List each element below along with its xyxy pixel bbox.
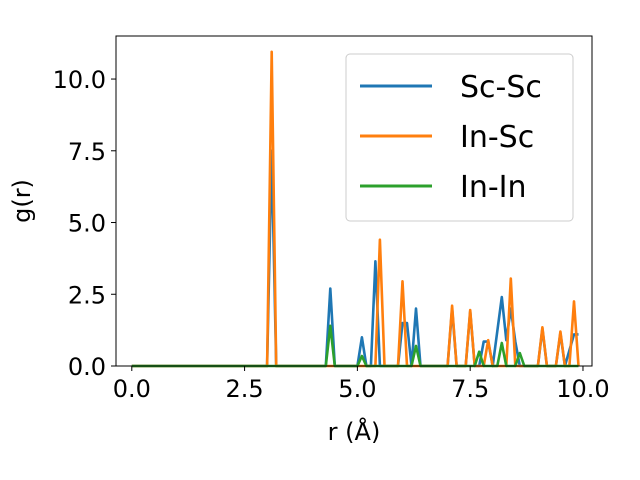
- x-tick-label: 7.5: [451, 375, 489, 403]
- x-tick-label: 2.5: [226, 375, 264, 403]
- y-tick-label: 7.5: [68, 138, 106, 166]
- legend: Sc-Sc In-Sc In-In: [345, 53, 574, 222]
- x-tick-label: 10.0: [556, 375, 609, 403]
- plot-frame: [115, 35, 593, 367]
- legend-label-in-in: In-In: [460, 170, 527, 205]
- x-tick-label: 5.0: [338, 375, 376, 403]
- y-tick-label: 2.5: [68, 281, 106, 309]
- axes-layer: [115, 35, 593, 367]
- legend-box: [345, 53, 574, 222]
- y-tick-label: 5.0: [68, 210, 106, 238]
- y-axis-ticks: 0.0 2.5 5.0 7.5 10.0: [53, 66, 116, 381]
- x-tick-label: 0.0: [113, 375, 151, 403]
- legend-label-in-sc: In-Sc: [460, 120, 534, 155]
- x-axis-label: r (Å): [328, 417, 381, 446]
- y-axis-label: g(r): [8, 179, 36, 223]
- x-axis-ticks: 0.0 2.5 5.0 7.5 10.0: [113, 366, 610, 403]
- series-line-in-in: [131, 324, 579, 368]
- y-tick-label: 10.0: [53, 66, 106, 94]
- legend-label-sc-sc: Sc-Sc: [460, 70, 542, 105]
- y-tick-label: 0.0: [68, 353, 106, 381]
